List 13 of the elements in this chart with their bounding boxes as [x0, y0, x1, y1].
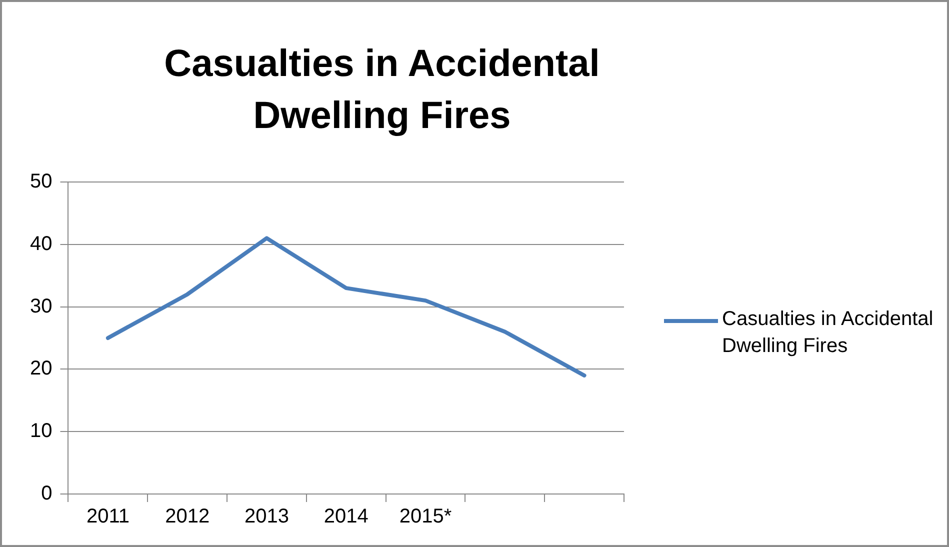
y-tick-label: 40 [30, 232, 52, 255]
x-tick-label: 2014 [324, 506, 368, 528]
x-tick-label: 2015* [399, 506, 452, 528]
y-tick-label: 50 [30, 170, 52, 193]
y-tick-label: 0 [41, 482, 52, 505]
y-tick-label: 10 [30, 420, 52, 442]
y-tick-label: 20 [30, 358, 52, 380]
chart-title: Casualties in Accidental Dwelling Fires [163, 42, 601, 139]
x-tick-label: 2011 [86, 506, 130, 528]
x-tick-label: 2012 [165, 506, 210, 528]
y-tick-label: 30 [30, 295, 52, 318]
x-tick-label: 2013 [244, 506, 289, 528]
legend-label: Casualties in Accidental Dwelling Fires [722, 307, 934, 359]
